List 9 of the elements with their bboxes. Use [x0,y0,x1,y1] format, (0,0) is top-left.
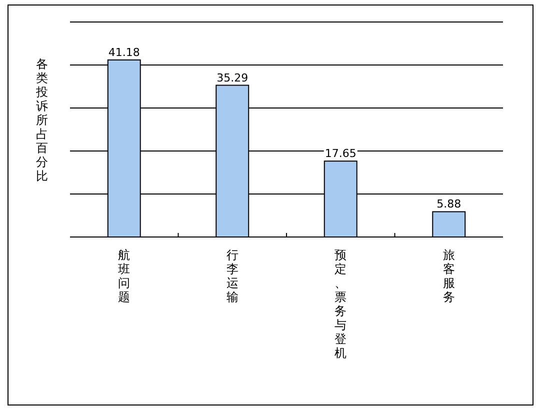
data-label: 35.29 [216,71,248,84]
x-tick-label: 旅客服务 [442,248,455,304]
x-tick-label: 行李运输 [226,248,238,304]
x-tick-label: 预定、票务与登机 [334,248,347,360]
x-tick-label: 航班问题 [118,248,130,304]
text: 各类投诉所占百分比 [36,57,48,183]
data-label: 17.65 [324,147,356,160]
data-label: 5.88 [436,198,462,211]
data-label: 41.18 [108,46,140,59]
